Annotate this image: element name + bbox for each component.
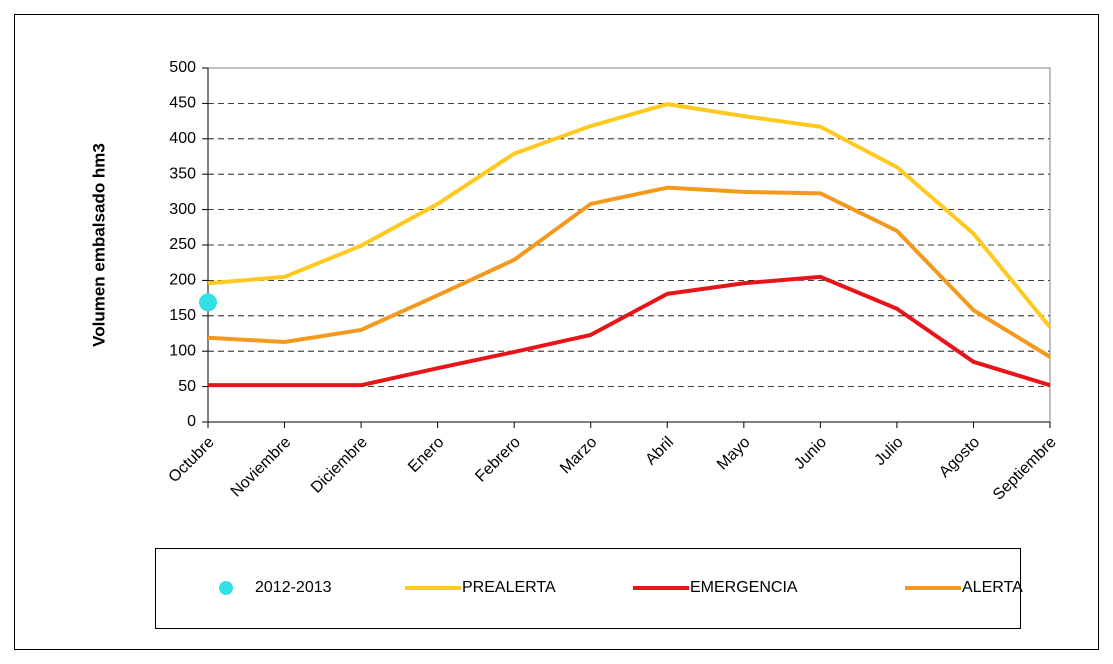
series-line (207, 102, 1052, 329)
y-tick-label: 500 (169, 59, 196, 76)
legend-symbol (219, 581, 233, 595)
series-line (208, 274, 1051, 388)
y-tick-label: 350 (169, 165, 196, 182)
y-tick-label: 50 (178, 378, 196, 395)
y-tick-label: 100 (169, 342, 196, 359)
legend-label: 2012-2013 (255, 579, 332, 596)
data-point (199, 293, 217, 312)
legend-label: EMERGENCIA (690, 579, 798, 596)
y-tick-label: 450 (169, 95, 196, 112)
chart-frame (14, 14, 1099, 650)
series-line (207, 185, 1052, 359)
y-tick-label: 250 (169, 236, 196, 253)
y-tick-label: 400 (169, 130, 196, 147)
y-tick-label: 300 (169, 201, 196, 218)
y-axis-label: Volumen embalsado hm3 (89, 143, 108, 347)
legend-label: PREALERTA (462, 579, 556, 596)
legend-label: ALERTA (962, 579, 1023, 596)
y-tick-label: 200 (169, 272, 196, 289)
y-tick-label: 0 (187, 413, 196, 430)
y-tick-label: 150 (169, 307, 196, 324)
legend-box (155, 548, 1021, 629)
